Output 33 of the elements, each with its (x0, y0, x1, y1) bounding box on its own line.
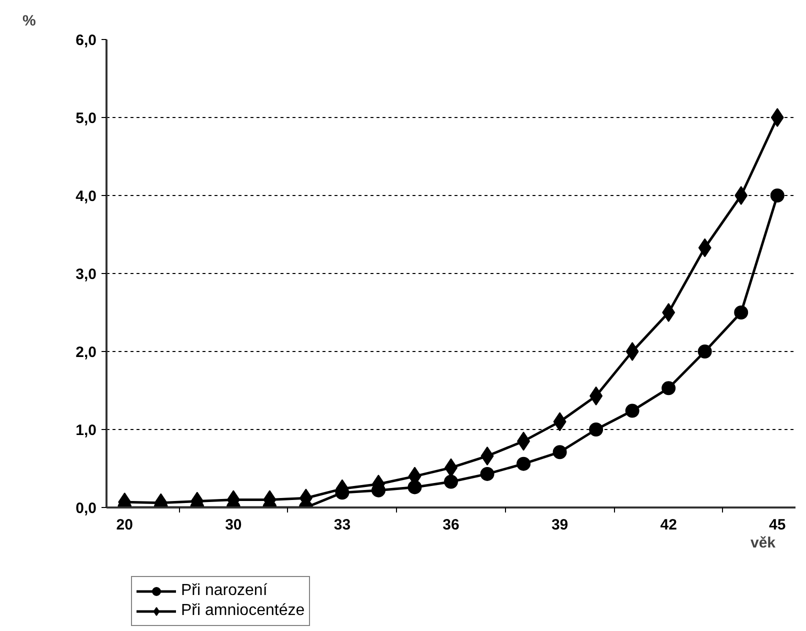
point (625, 404, 640, 418)
point (662, 303, 676, 322)
legend-label: Při narození (181, 582, 268, 600)
point (734, 186, 748, 205)
x-tick-label: 42 (660, 516, 677, 534)
y-axis-title: % (22, 12, 36, 30)
legend-label: Při amniocentéze (181, 602, 305, 620)
y-tick-label: 4,0 (76, 188, 97, 205)
x-tick-label: 36 (442, 516, 460, 534)
x-tick-label: 30 (225, 516, 242, 534)
x-tick-label: 20 (116, 516, 133, 534)
point (408, 480, 422, 494)
point (770, 188, 784, 202)
x-tick-label: 33 (334, 516, 351, 534)
y-tick-label: 5,0 (76, 110, 97, 127)
point (589, 422, 604, 436)
point (516, 456, 531, 471)
point (662, 381, 676, 396)
point (552, 445, 567, 460)
y-tick-label: 3,0 (76, 266, 97, 283)
y-tick-label: 0,0 (76, 500, 97, 517)
x-tick-label: 39 (551, 516, 568, 534)
x-tick-label: 45 (769, 516, 786, 534)
x-axis-title: věk (750, 534, 776, 552)
y-tick-label: 1,0 (76, 422, 97, 439)
point (480, 466, 494, 481)
point (734, 306, 748, 320)
y-tick-label: 2,0 (76, 344, 97, 361)
point (626, 342, 639, 361)
point (444, 474, 458, 489)
y-tick-label: 6,0 (76, 32, 97, 49)
point (698, 344, 712, 358)
point (770, 108, 784, 127)
